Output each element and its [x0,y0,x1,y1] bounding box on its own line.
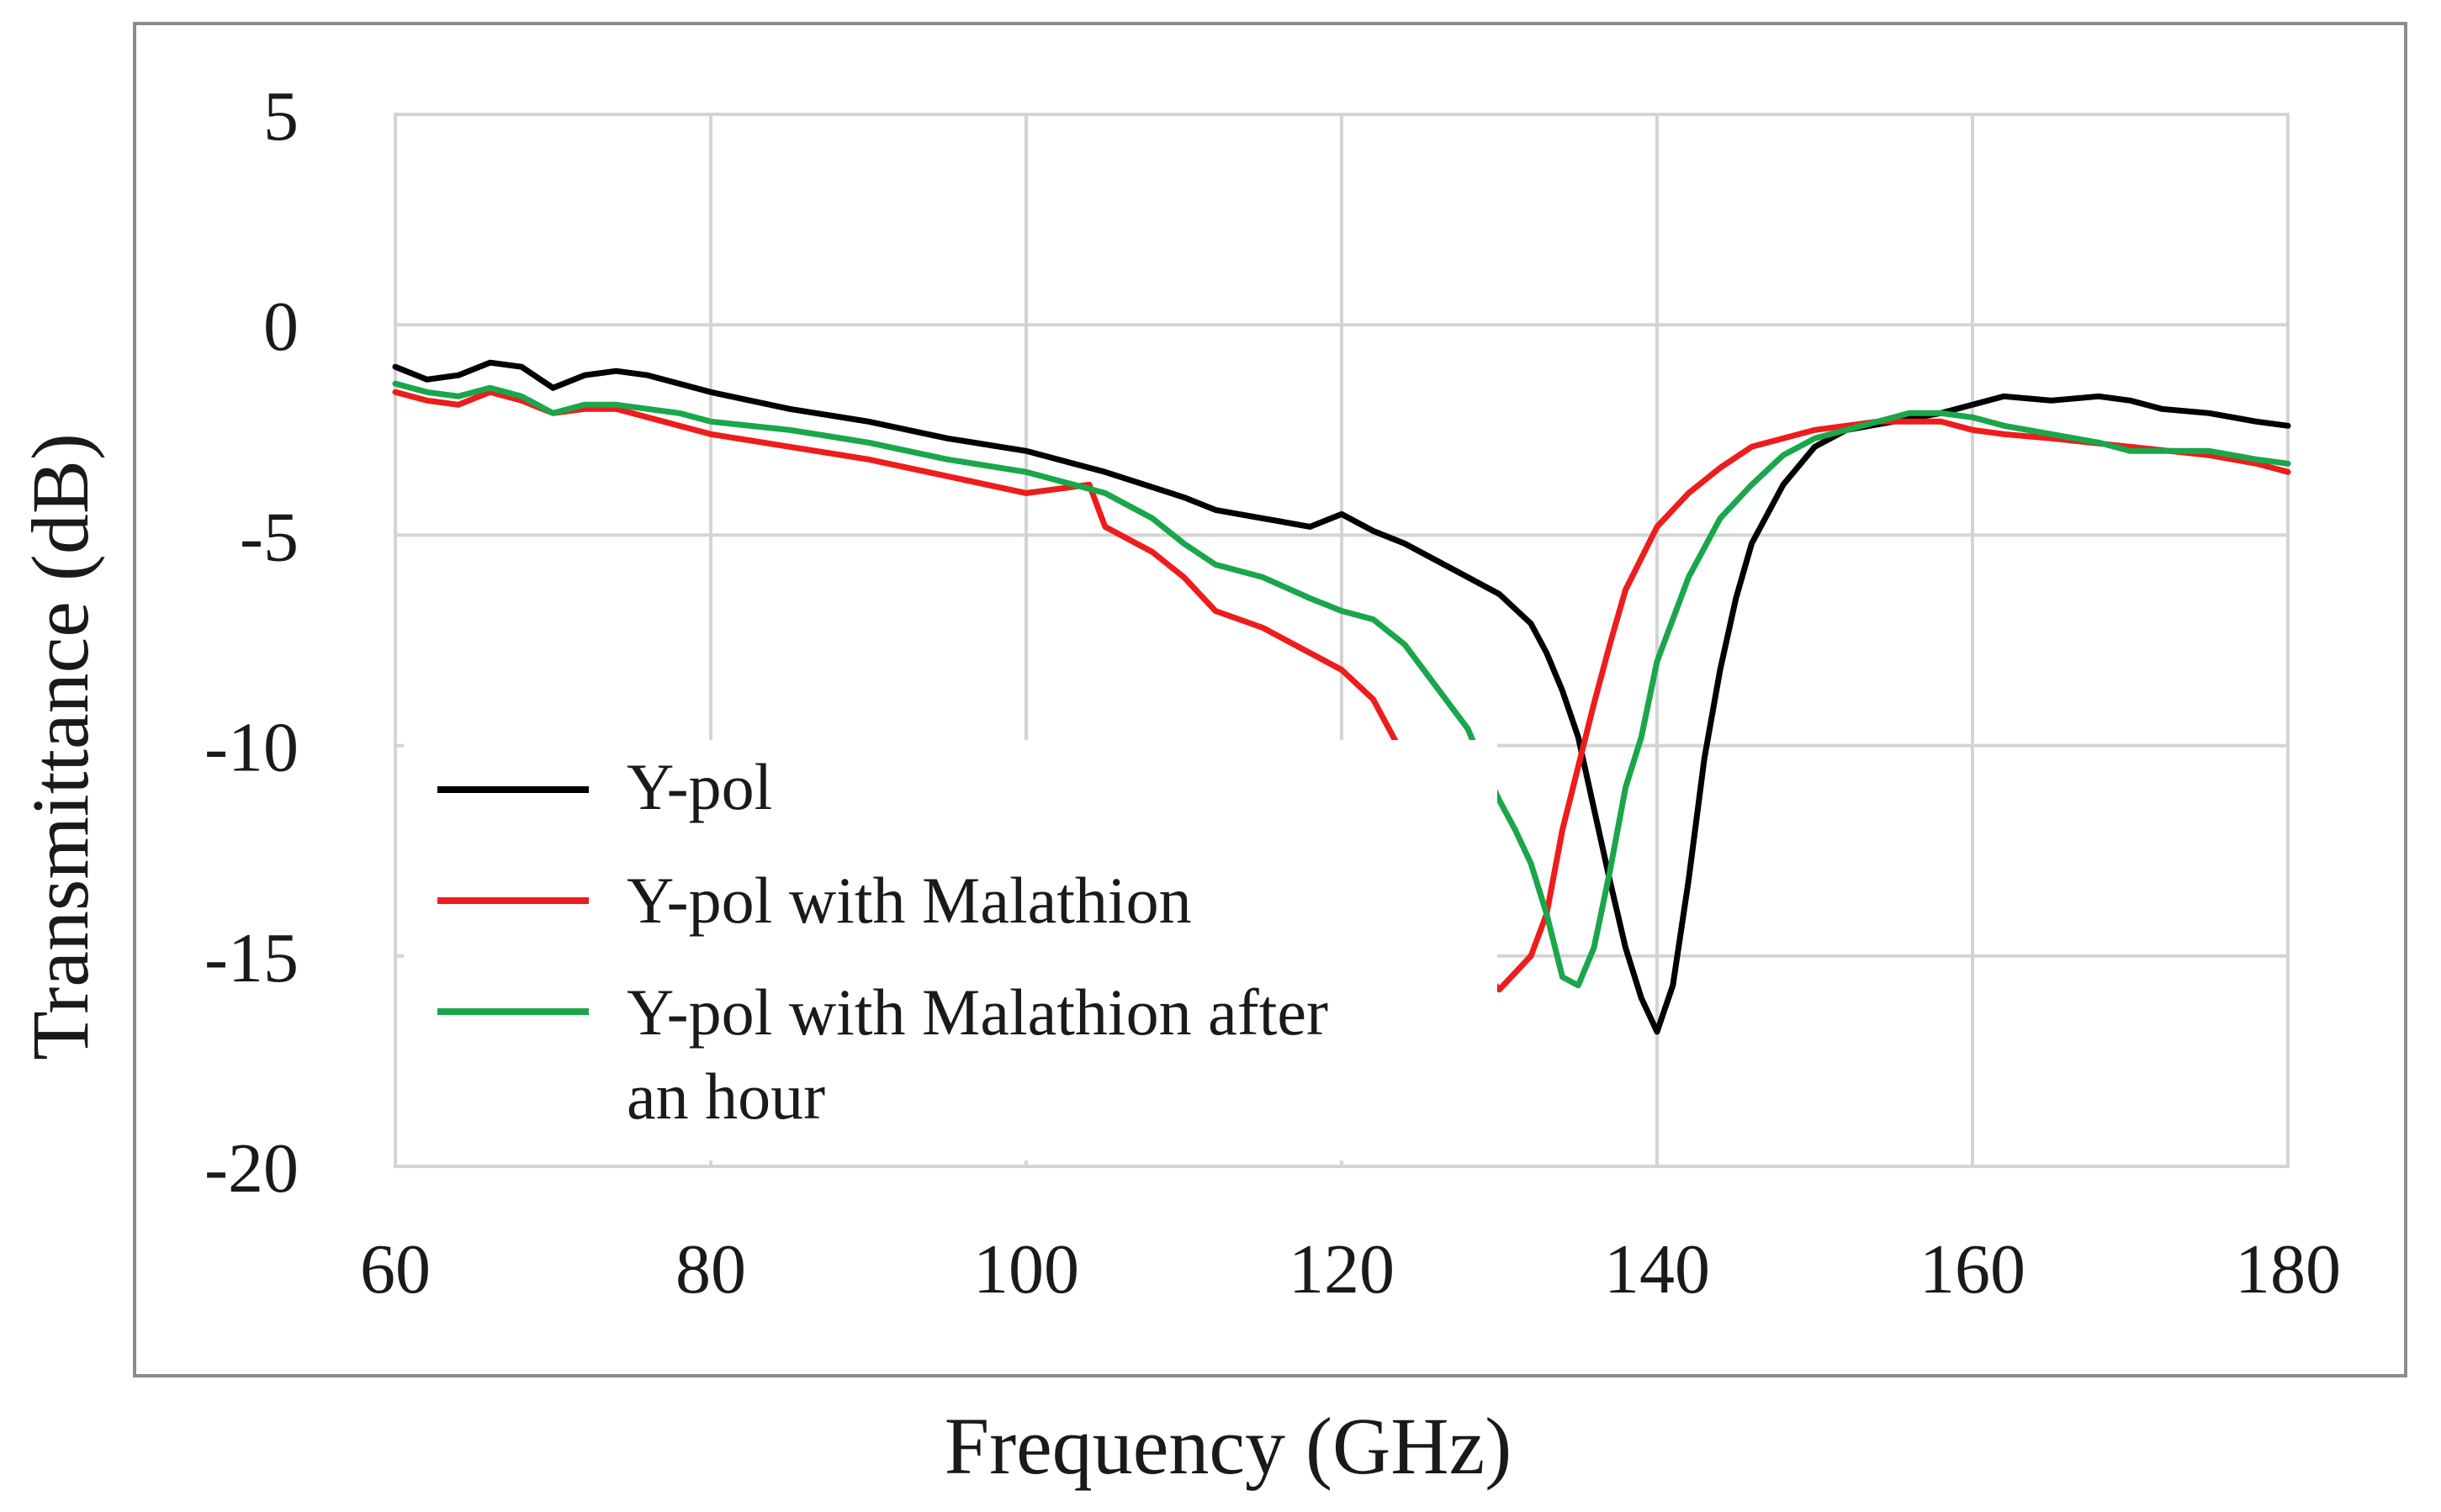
y-tick-label: -5 [240,498,299,576]
x-tick-label: 120 [1289,1230,1395,1308]
y-tick-label: -15 [204,919,299,997]
legend-label-line: Y-pol with Malathion after [627,975,1328,1049]
tick-layer: 60 80 100 120 140 160 180 5 0 -5 -10 -15 -20 [204,77,2341,1308]
y-tick-label: 0 [263,288,299,366]
x-tick-label: 60 [360,1230,431,1308]
x-axis-title: Frequency (GHz) [945,1401,1512,1491]
legend-label-y-pol-with-malathion: Y-pol with Malathion [627,864,1192,937]
y-axis-title: Transmittance (dB) [15,433,105,1060]
legend-background [404,740,1497,1160]
legend-label-y-pol: Y-pol [627,750,772,823]
series-line-y-pol-with-malathion-after-an-hour [392,380,2291,989]
y-tick-label: -10 [204,709,299,787]
x-tick-label: 180 [2235,1230,2341,1308]
legend: Y-pol Y-pol with Malathion Y-pol with Ma… [404,740,1497,1160]
x-tick-label: 160 [1919,1230,2025,1308]
legend-label-y-pol-with-malathion-after-an-hour: Y-pol with Malathion after an hour [627,975,1328,1133]
y-tick-label: -20 [204,1129,299,1208]
y-tick-label: 5 [263,77,299,156]
x-tick-label: 140 [1604,1230,1710,1308]
legend-label-line: an hour [627,1060,825,1133]
x-tick-label: 100 [973,1230,1079,1308]
x-tick-label: 80 [675,1230,746,1308]
